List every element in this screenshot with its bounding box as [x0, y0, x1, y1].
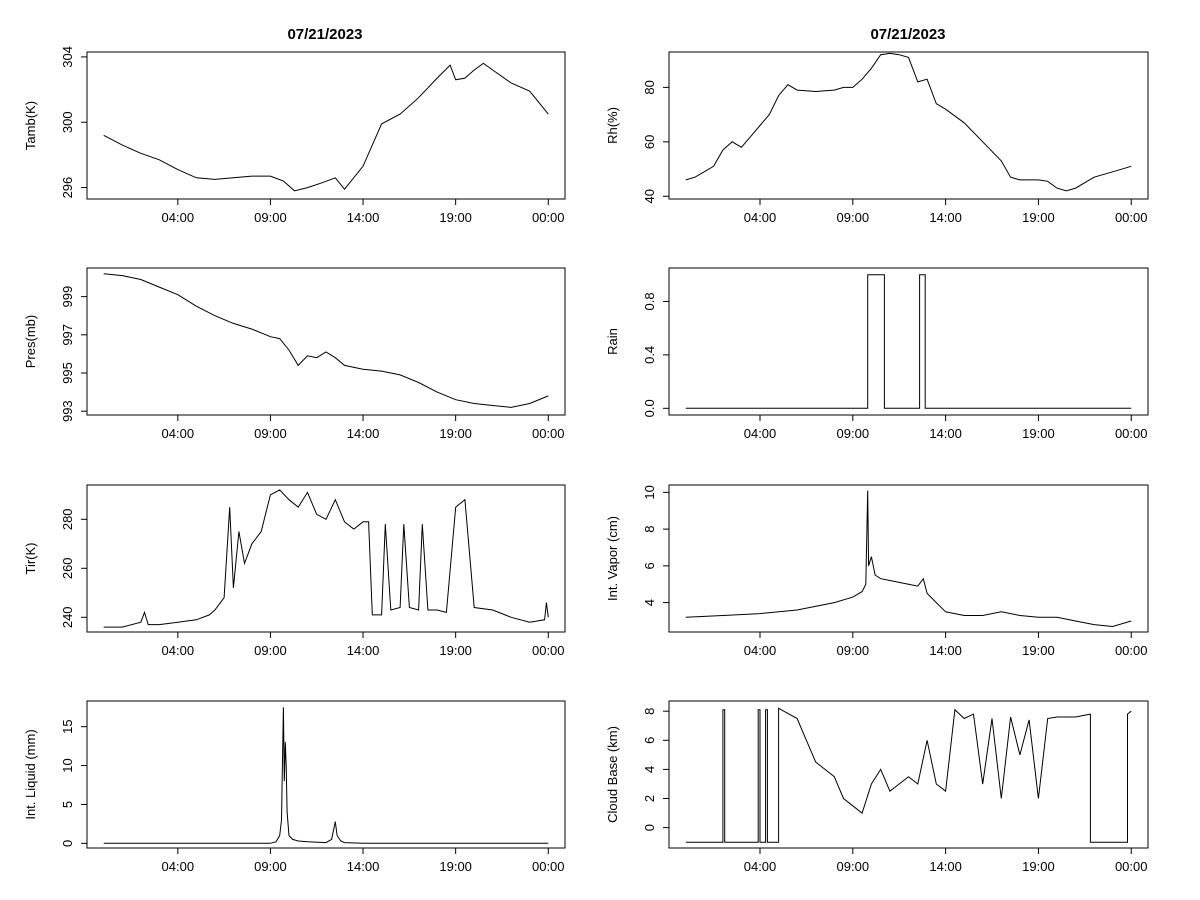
x-tick-label-rain-3: 19:00 [1022, 426, 1055, 441]
panel-frame-cloudbase [668, 700, 1149, 849]
y-axis-label-pres: Pres(mb) [23, 315, 38, 368]
x-tick-label-pres-0: 04:00 [162, 426, 195, 441]
y-tick-label-cloudbase-3: 6 [642, 737, 657, 744]
y-tick-label-rain-0: 0.0 [642, 399, 657, 417]
series-line-rh-0 [685, 52, 1132, 192]
y-tick-label-cloudbase-1: 2 [642, 795, 657, 802]
x-tick-label-tir-4: 00:00 [532, 643, 565, 658]
y-tick-label-pres-3: 999 [60, 286, 75, 308]
y-tick-label-vapor-3: 10 [642, 485, 657, 499]
y-tick-label-liquid-1: 5 [60, 801, 75, 808]
y-tick-label-vapor-1: 6 [642, 562, 657, 569]
y-tick-label-tir-1: 260 [60, 557, 75, 579]
series-line-cloudbase-0 [685, 707, 1132, 843]
x-tick-label-liquid-4: 00:00 [532, 859, 565, 874]
y-axis-label-liquid: Int. Liquid (mm) [23, 729, 38, 819]
x-tick-label-tir-2: 14:00 [347, 643, 380, 658]
y-tick-label-rh-1: 60 [642, 135, 657, 149]
x-tick-label-cloudbase-1: 09:00 [837, 859, 870, 874]
x-tick-label-tir-3: 19:00 [439, 643, 472, 658]
y-tick-label-tamb-1: 300 [60, 111, 75, 133]
x-tick-label-cloudbase-0: 04:00 [744, 859, 777, 874]
x-tick-label-rh-3: 19:00 [1022, 210, 1055, 225]
y-tick-label-cloudbase-4: 8 [642, 708, 657, 715]
x-tick-label-rain-0: 04:00 [744, 426, 777, 441]
x-tick-label-rh-1: 09:00 [837, 210, 870, 225]
series-line-vapor-0 [685, 490, 1132, 628]
x-tick-label-cloudbase-3: 19:00 [1022, 859, 1055, 874]
y-tick-label-liquid-3: 15 [60, 719, 75, 733]
y-axis-label-cloudbase: Cloud Base (km) [605, 726, 620, 823]
right-column-title: 07/21/2023 [870, 26, 946, 43]
x-tick-label-vapor-4: 00:00 [1115, 643, 1148, 658]
x-tick-label-rh-0: 04:00 [744, 210, 777, 225]
y-tick-label-rh-0: 40 [642, 189, 657, 203]
panel-frame-rh [668, 51, 1149, 200]
x-tick-label-liquid-0: 04:00 [162, 859, 195, 874]
x-tick-label-vapor-3: 19:00 [1022, 643, 1055, 658]
panel-frame-vapor [668, 484, 1149, 633]
series-line-pres-0 [103, 273, 549, 408]
panel-frame-tir [86, 484, 566, 633]
y-tick-label-rh-2: 80 [642, 80, 657, 94]
panel-frame-liquid [86, 700, 566, 849]
x-tick-label-vapor-0: 04:00 [744, 643, 777, 658]
y-tick-label-tamb-0: 296 [60, 177, 75, 199]
y-tick-label-cloudbase-0: 0 [642, 824, 657, 831]
x-tick-label-tamb-2: 14:00 [347, 210, 380, 225]
y-axis-label-rh: Rh(%) [605, 107, 620, 144]
left-column-title: 07/21/2023 [287, 26, 363, 43]
y-axis-label-vapor: Int. Vapor (cm) [605, 516, 620, 601]
panel-frame-pres [86, 267, 566, 416]
y-tick-label-liquid-2: 10 [60, 758, 75, 772]
y-tick-label-tir-2: 280 [60, 508, 75, 530]
series-line-rain-0 [685, 274, 1132, 409]
x-tick-label-pres-4: 00:00 [532, 426, 565, 441]
x-tick-label-tir-0: 04:00 [162, 643, 195, 658]
x-tick-label-pres-3: 19:00 [439, 426, 472, 441]
x-tick-label-tamb-0: 04:00 [162, 210, 195, 225]
y-tick-label-vapor-2: 8 [642, 525, 657, 532]
x-tick-label-tamb-3: 19:00 [439, 210, 472, 225]
x-tick-label-rain-1: 09:00 [837, 426, 870, 441]
x-tick-label-liquid-2: 14:00 [347, 859, 380, 874]
y-axis-label-tir: Tir(K) [23, 542, 38, 574]
x-tick-label-cloudbase-4: 00:00 [1115, 859, 1148, 874]
x-tick-label-tir-1: 09:00 [254, 643, 287, 658]
y-tick-label-rain-2: 0.8 [642, 292, 657, 310]
x-tick-label-rain-2: 14:00 [929, 426, 962, 441]
x-tick-label-liquid-3: 19:00 [439, 859, 472, 874]
x-tick-label-pres-1: 09:00 [254, 426, 287, 441]
x-tick-label-tamb-4: 00:00 [532, 210, 565, 225]
series-line-liquid-0 [103, 707, 549, 844]
y-tick-label-pres-1: 995 [60, 362, 75, 384]
x-tick-label-pres-2: 14:00 [347, 426, 380, 441]
y-tick-label-cloudbase-2: 4 [642, 766, 657, 773]
x-tick-label-rain-4: 00:00 [1115, 426, 1148, 441]
y-tick-label-pres-2: 997 [60, 324, 75, 346]
x-tick-label-vapor-1: 09:00 [837, 643, 870, 658]
y-tick-label-liquid-0: 0 [60, 840, 75, 847]
y-axis-label-tamb: Tamb(K) [23, 101, 38, 150]
panel-frame-tamb [86, 51, 566, 200]
x-tick-label-vapor-2: 14:00 [929, 643, 962, 658]
x-tick-label-tamb-1: 09:00 [254, 210, 287, 225]
x-tick-label-cloudbase-2: 14:00 [929, 859, 962, 874]
series-line-tamb-0 [103, 62, 549, 192]
panel-frame-rain [668, 267, 1149, 416]
y-tick-label-vapor-0: 4 [642, 599, 657, 606]
y-tick-label-tamb-2: 304 [60, 46, 75, 68]
x-tick-label-liquid-1: 09:00 [254, 859, 287, 874]
y-axis-label-rain: Rain [605, 328, 620, 355]
y-tick-label-rain-1: 0.4 [642, 346, 657, 364]
y-tick-label-pres-0: 993 [60, 400, 75, 422]
x-tick-label-rh-4: 00:00 [1115, 210, 1148, 225]
series-line-tir-0 [103, 489, 549, 628]
y-tick-label-tir-0: 240 [60, 606, 75, 628]
x-tick-label-rh-2: 14:00 [929, 210, 962, 225]
